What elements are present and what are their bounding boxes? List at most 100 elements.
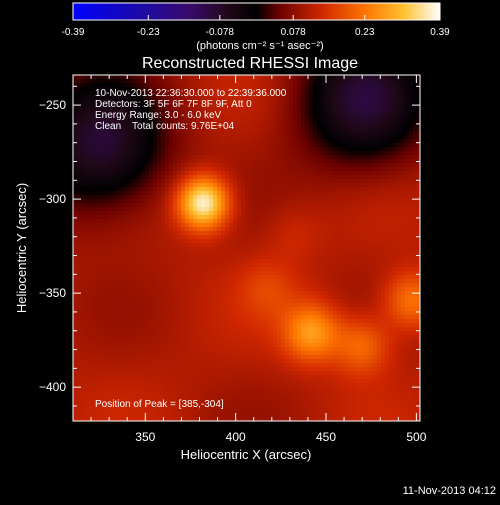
heatmap-pixel	[381, 255, 385, 259]
heatmap-pixel	[197, 235, 201, 239]
heatmap-pixel	[269, 235, 273, 239]
heatmap-pixel	[189, 151, 193, 155]
heatmap-pixel	[345, 155, 349, 159]
heatmap-pixel	[153, 231, 157, 235]
heatmap-pixel	[369, 159, 373, 163]
heatmap-pixel	[253, 243, 257, 247]
heatmap-pixel	[165, 151, 169, 155]
heatmap-pixel	[397, 243, 401, 247]
heatmap-pixel	[93, 275, 97, 279]
heatmap-pixel	[201, 243, 205, 247]
heatmap-pixel	[373, 247, 377, 251]
heatmap-pixel	[73, 295, 77, 299]
heatmap-pixel	[345, 267, 349, 271]
heatmap-pixel	[133, 299, 137, 303]
heatmap-pixel	[129, 163, 133, 167]
heatmap-pixel	[401, 179, 405, 183]
heatmap-pixel	[241, 231, 245, 235]
heatmap-pixel	[105, 199, 109, 203]
heatmap-pixel	[277, 287, 281, 291]
heatmap-pixel	[77, 179, 81, 183]
heatmap-pixel	[417, 147, 421, 151]
heatmap-pixel	[157, 271, 161, 275]
heatmap-pixel	[81, 207, 85, 211]
heatmap-pixel	[257, 171, 261, 175]
heatmap-pixel	[285, 287, 289, 291]
heatmap-pixel	[97, 299, 101, 303]
heatmap-pixel	[93, 159, 97, 163]
heatmap-pixel	[285, 299, 289, 303]
heatmap-pixel	[405, 247, 409, 251]
heatmap-pixel	[265, 227, 269, 231]
heatmap-pixel	[317, 195, 321, 199]
heatmap-pixel	[225, 259, 229, 263]
heatmap-pixel	[405, 219, 409, 223]
heatmap-pixel	[241, 279, 245, 283]
heatmap-pixel	[225, 79, 229, 83]
heatmap-pixel	[277, 111, 281, 115]
heatmap-pixel	[145, 255, 149, 259]
heatmap-pixel	[113, 151, 117, 155]
heatmap-pixel	[145, 247, 149, 251]
heatmap-pixel	[213, 275, 217, 279]
heatmap-pixel	[297, 175, 301, 179]
heatmap-pixel	[289, 95, 293, 99]
heatmap-pixel	[205, 219, 209, 223]
heatmap-pixel	[169, 179, 173, 183]
heatmap-pixel	[393, 159, 397, 163]
heatmap-pixel	[285, 203, 289, 207]
heatmap-pixel	[161, 243, 165, 247]
heatmap-pixel	[281, 115, 285, 119]
heatmap-pixel	[105, 207, 109, 211]
heatmap-pixel	[221, 75, 225, 79]
heatmap-pixel	[201, 291, 205, 295]
heatmap-pixel	[185, 175, 189, 179]
heatmap-pixel	[257, 251, 261, 255]
heatmap-pixel	[305, 75, 309, 79]
heatmap-pixel	[321, 99, 325, 103]
heatmap-pixel	[165, 171, 169, 175]
heatmap-pixel	[353, 123, 357, 127]
heatmap-pixel	[341, 255, 345, 259]
heatmap-pixel	[101, 267, 105, 271]
heatmap-pixel	[169, 287, 173, 291]
heatmap-pixel	[357, 227, 361, 231]
heatmap-pixel	[373, 179, 377, 183]
heatmap-pixel	[85, 219, 89, 223]
heatmap-pixel	[141, 195, 145, 199]
heatmap-pixel	[97, 275, 101, 279]
heatmap-pixel	[329, 219, 333, 223]
heatmap-pixel	[105, 167, 109, 171]
heatmap-pixel	[205, 291, 209, 295]
heatmap-pixel	[357, 171, 361, 175]
heatmap-pixel	[141, 227, 145, 231]
heatmap-pixel	[117, 267, 121, 271]
heatmap-pixel	[237, 147, 241, 151]
heatmap-pixel	[309, 123, 313, 127]
heatmap-pixel	[377, 199, 381, 203]
heatmap-pixel	[345, 271, 349, 275]
heatmap-pixel	[269, 259, 273, 263]
heatmap-pixel	[145, 263, 149, 267]
heatmap-pixel	[73, 191, 77, 195]
heatmap-pixel	[297, 239, 301, 243]
heatmap-pixel	[373, 135, 377, 139]
heatmap-pixel	[253, 247, 257, 251]
heatmap-pixel	[361, 183, 365, 187]
heatmap-pixel	[81, 215, 85, 219]
heatmap-pixel	[357, 255, 361, 259]
heatmap-pixel	[413, 119, 417, 123]
heatmap-pixel	[289, 287, 293, 291]
heatmap-pixel	[121, 251, 125, 255]
heatmap-pixel	[149, 167, 153, 171]
heatmap-pixel	[309, 75, 313, 79]
heatmap-pixel	[337, 167, 341, 171]
heatmap-pixel	[301, 87, 305, 91]
heatmap-pixel	[365, 291, 369, 295]
heatmap-pixel	[201, 295, 205, 299]
heatmap-pixel	[293, 279, 297, 283]
heatmap-pixel	[289, 135, 293, 139]
heatmap-pixel	[229, 187, 233, 191]
heatmap-pixel	[401, 79, 405, 83]
heatmap-pixel	[321, 107, 325, 111]
